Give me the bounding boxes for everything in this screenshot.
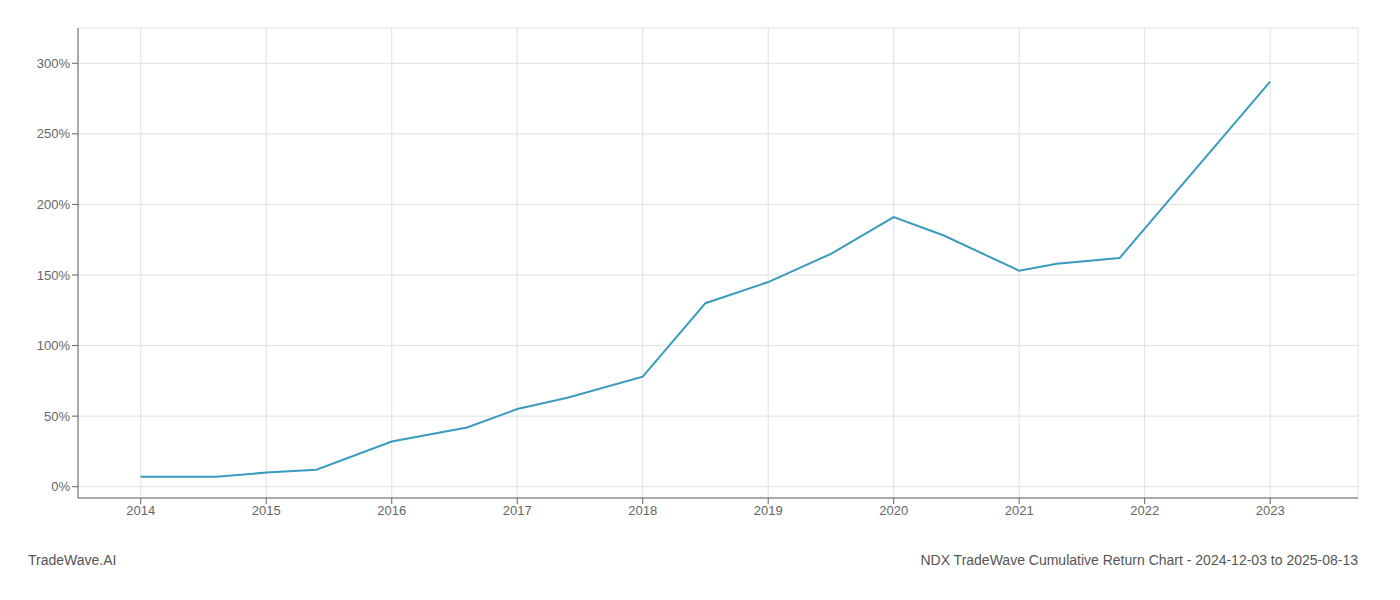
svg-text:2018: 2018	[628, 503, 657, 518]
svg-text:2017: 2017	[503, 503, 532, 518]
svg-text:300%: 300%	[37, 56, 71, 71]
html-text:NDX TradeWave Cumulative Retur: NDX TradeWave Cumulative Return Chart - …	[920, 552, 1358, 568]
svg-text:200%: 200%	[37, 197, 71, 212]
svg-text:150%: 150%	[37, 268, 71, 283]
svg-text:250%: 250%	[37, 126, 71, 141]
svg-text:2016: 2016	[377, 503, 406, 518]
svg-text:50%: 50%	[44, 409, 70, 424]
svg-text:2020: 2020	[879, 503, 908, 518]
svg-text:2015: 2015	[252, 503, 281, 518]
svg-text:2021: 2021	[1005, 503, 1034, 518]
svg-text:100%: 100%	[37, 338, 71, 353]
svg-text:2023: 2023	[1256, 503, 1285, 518]
svg-text:2014: 2014	[126, 503, 155, 518]
html-text:TradeWave.AI: TradeWave.AI	[28, 552, 117, 568]
svg-text:0%: 0%	[51, 479, 70, 494]
svg-text:2019: 2019	[754, 503, 783, 518]
svg-text:2022: 2022	[1130, 503, 1159, 518]
